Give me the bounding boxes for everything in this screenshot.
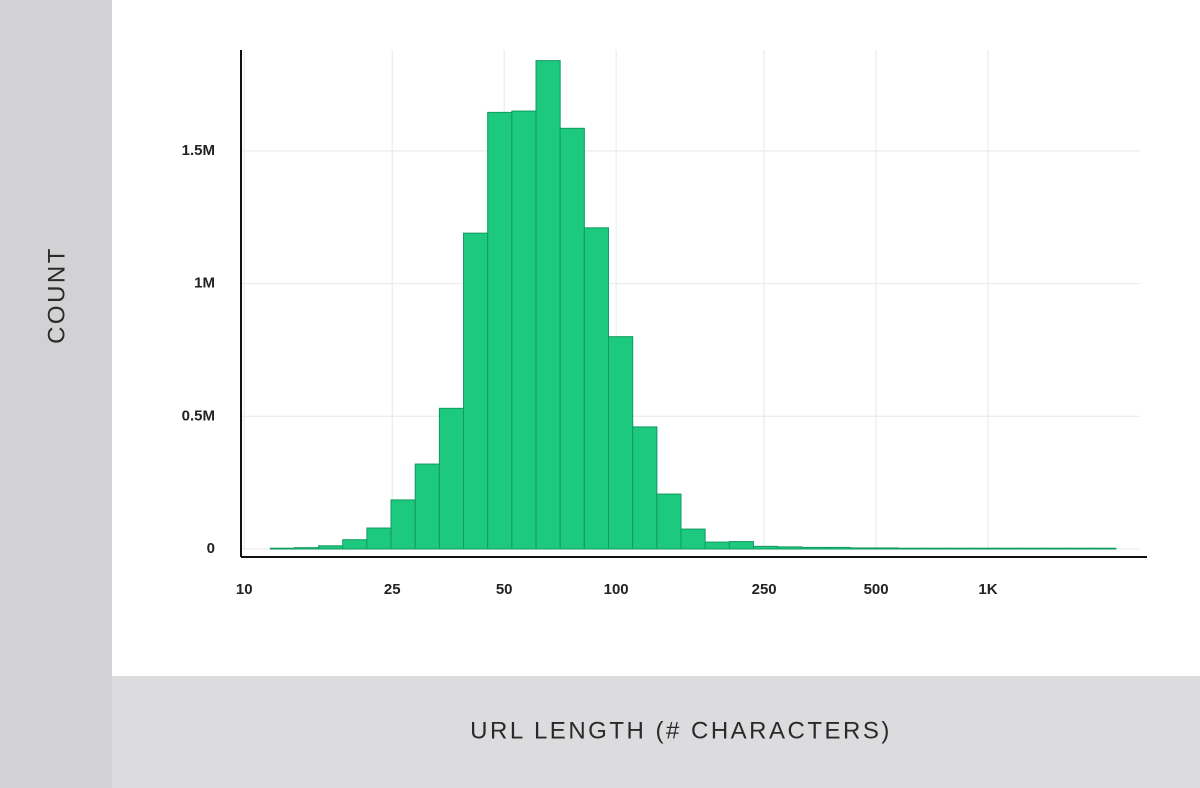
bar: [970, 547, 996, 550]
bar: [752, 545, 779, 550]
tick-labels: 0 0.5M 1M 1.5M 10 25 50 100 250 500 1K: [182, 142, 998, 598]
bar: [680, 528, 706, 550]
y-tick-label: 0.5M: [182, 407, 215, 424]
bar: [366, 527, 392, 550]
bars: [269, 60, 1117, 550]
bar: [656, 493, 682, 550]
x-tick-label: 25: [384, 581, 401, 598]
bar: [438, 407, 465, 550]
x-axis-title: URL LENGTH (# CHARACTERS): [470, 717, 892, 744]
x-tick-label: 10: [236, 581, 253, 598]
bar: [922, 547, 948, 550]
x-tick-label: 1K: [978, 581, 997, 598]
bar: [463, 232, 489, 550]
bar: [1042, 547, 1069, 550]
bar: [946, 547, 972, 550]
bar: [607, 336, 634, 550]
bar: [293, 547, 320, 550]
x-tick-label: 100: [604, 581, 629, 598]
x-tick-label: 50: [496, 581, 513, 598]
bar: [559, 127, 585, 550]
bar: [849, 547, 875, 550]
x-tick-label: 250: [752, 581, 777, 598]
bar: [825, 546, 851, 550]
bar: [535, 60, 561, 550]
bar: [487, 111, 513, 550]
x-tick-label: 500: [864, 581, 889, 598]
y-tick-label: 0: [207, 540, 215, 557]
y-tick-label: 1.5M: [182, 142, 215, 159]
bar: [414, 463, 440, 550]
bar: [1091, 547, 1117, 550]
bar: [511, 110, 537, 550]
y-label-band: [0, 0, 112, 788]
bar: [704, 541, 730, 550]
bar: [728, 541, 754, 550]
bar: [777, 546, 803, 550]
bar: [897, 547, 924, 550]
bar: [994, 547, 1020, 550]
y-tick-label: 1M: [194, 275, 215, 292]
x-label-band: [112, 676, 1200, 788]
bar: [583, 227, 609, 550]
bar: [801, 546, 827, 550]
bar: [390, 499, 416, 550]
bar: [1067, 547, 1093, 550]
y-axis-title: COUNT: [43, 246, 70, 344]
bar: [873, 547, 899, 550]
bar: [632, 426, 658, 550]
bar: [318, 545, 344, 550]
bar: [269, 547, 295, 550]
bar: [342, 539, 368, 550]
bar: [1018, 547, 1044, 550]
